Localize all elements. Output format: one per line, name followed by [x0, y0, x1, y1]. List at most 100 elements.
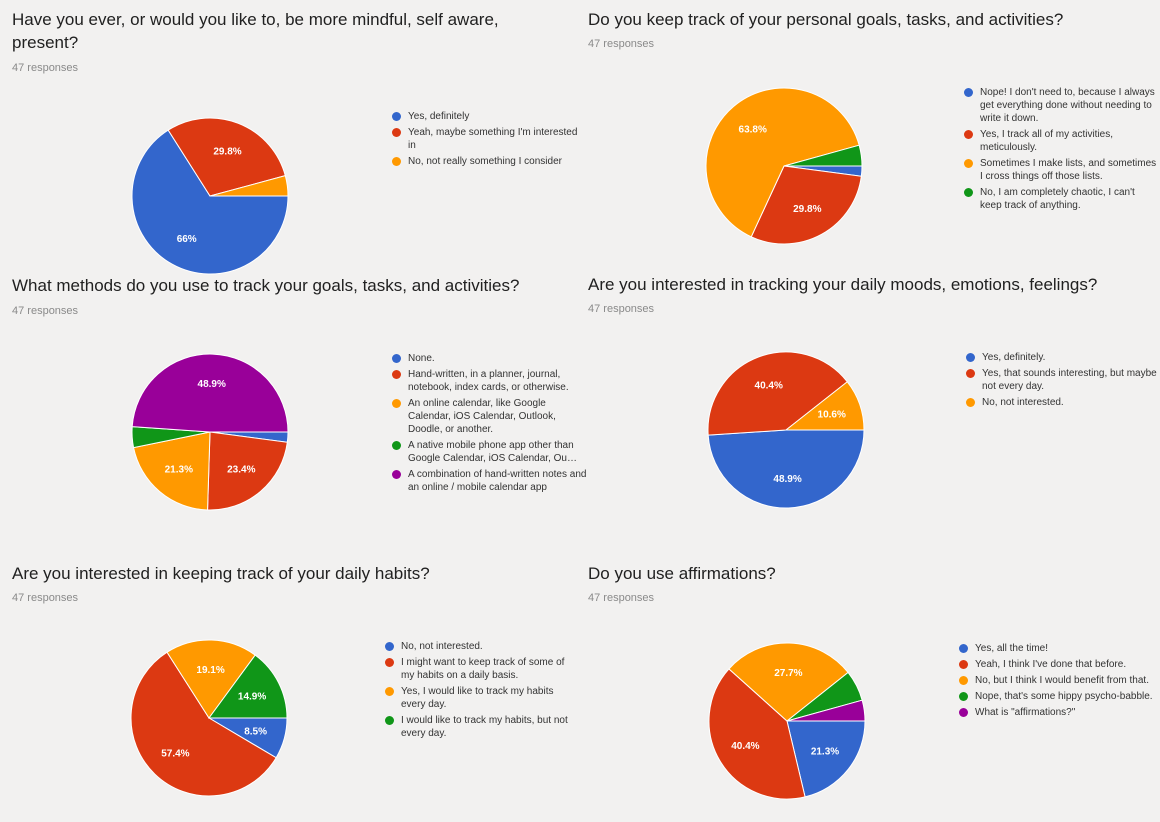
legend-color-dot [392, 399, 401, 408]
legend-label: A combination of hand-written notes and … [408, 469, 587, 493]
legend-item[interactable]: I would like to track my habits, but not… [385, 714, 580, 740]
legend-item[interactable]: No, not interested. [385, 640, 580, 653]
chart-card-habits: Are you interested in keeping track of y… [12, 562, 587, 812]
legend-color-dot [964, 130, 973, 139]
legend-item[interactable]: What is "affirmations?" [959, 706, 1154, 719]
slice-data-label: 29.8% [793, 204, 821, 215]
legend-color-dot [959, 708, 968, 717]
pie-chart-methods: 23.4% 21.3% 48.9% [131, 353, 289, 511]
pie-chart-track-goals: 29.8% 63.8% [705, 87, 863, 245]
legend-item[interactable]: Yes, that sounds interesting, but maybe … [966, 367, 1160, 393]
legend-label: Yeah, maybe something I'm interested in [408, 127, 578, 151]
legend-affirmations: Yes, all the time! Yeah, I think I've don… [959, 642, 1154, 722]
legend-color-dot [959, 692, 968, 701]
legend-item[interactable]: Hand-written, in a planner, journal, not… [392, 368, 587, 394]
legend-methods: None. Hand-written, in a planner, journal… [392, 352, 587, 497]
legend-habits: No, not interested. I might want to keep … [385, 640, 580, 743]
slice-data-label: 10.6% [818, 410, 846, 421]
legend-color-dot [964, 159, 973, 168]
slice-data-label: 23.4% [227, 464, 255, 475]
legend-item[interactable]: An online calendar, like Google Calendar… [392, 397, 587, 436]
legend-label: Yes, that sounds interesting, but maybe … [982, 368, 1157, 392]
legend-color-dot [959, 644, 968, 653]
legend-color-dot [385, 687, 394, 696]
legend-color-dot [392, 354, 401, 363]
legend-label: Yes, all the time! [975, 643, 1049, 654]
legend-item[interactable]: No, not interested. [966, 396, 1160, 409]
pie-chart-mindful: 66% 29.8% [131, 117, 289, 275]
legend-color-dot [966, 398, 975, 407]
pie-slice-no-i-am-completely-chaotic-i-c [783, 144, 863, 167]
pie-slice-no-not-really-something-i-cons [209, 175, 289, 197]
legend-track-goals: Nope! I don't need to, because I always … [964, 86, 1159, 215]
legend-item[interactable]: Sometimes I make lists, and sometimes I … [964, 157, 1159, 183]
pie-slice-yes-definitely [707, 429, 865, 509]
legend-color-dot [964, 88, 973, 97]
legend-label: None. [408, 353, 435, 364]
legend-item[interactable]: Yeah, maybe something I'm interested in [392, 126, 587, 152]
legend-color-dot [392, 128, 401, 137]
pie-slice-yes-all-the-time [786, 720, 866, 798]
slice-data-label: 48.9% [198, 379, 226, 390]
pie-slice-yes-that-sounds-interesting-bu [707, 351, 849, 436]
legend-item[interactable]: None. [392, 352, 587, 365]
legend-item[interactable]: No, I am completely chaotic, I can't kee… [964, 186, 1159, 212]
legend-item[interactable]: Yeah, I think I've done that before. [959, 658, 1154, 671]
legend-label: Yes, definitely [408, 111, 470, 122]
chart-card-moods: Are you interested in tracking your dail… [588, 273, 1160, 513]
legend-item[interactable]: A native mobile phone app other than Goo… [392, 439, 587, 465]
response-count: 47 responses [12, 62, 79, 74]
slice-data-label: 40.4% [731, 741, 759, 752]
response-count: 47 responses [588, 592, 655, 604]
legend-item[interactable]: A combination of hand-written notes and … [392, 468, 587, 494]
pie-slice-a-combination-of-hand-written- [131, 353, 289, 433]
slice-data-label: 21.3% [165, 465, 193, 476]
chart-card-affirmations: Do you use affirmations? 47 responses 21… [588, 562, 1160, 812]
legend-item[interactable]: No, not really something I consider [392, 155, 587, 168]
response-count: 47 responses [588, 38, 655, 50]
legend-label: Nope! I don't need to, because I always … [980, 87, 1155, 124]
legend-label: No, but I think I would benefit from tha… [975, 675, 1149, 686]
slice-data-label: 40.4% [755, 380, 783, 391]
legend-item[interactable]: Nope! I don't need to, because I always … [964, 86, 1159, 125]
legend-item[interactable]: No, but I think I would benefit from tha… [959, 674, 1154, 687]
legend-label: Yes, I track all of my activities, metic… [980, 129, 1114, 153]
slice-data-label: 66% [177, 234, 197, 245]
legend-label: Yeah, I think I've done that before. [975, 659, 1127, 670]
legend-label: I might want to keep track of some of my… [401, 657, 565, 681]
legend-color-dot [392, 470, 401, 479]
pie-slice-what-is-affirmations [786, 699, 866, 722]
legend-item[interactable]: I might want to keep track of some of my… [385, 656, 580, 682]
slice-data-label: 27.7% [774, 668, 802, 679]
chart-title: Do you keep track of your personal goals… [588, 10, 1064, 29]
pie-slice-sometimes-i-make-lists-and-som [705, 87, 860, 238]
slice-data-label: 19.1% [196, 665, 224, 676]
pie-slice-yeah-maybe-something-i-m-inter [167, 117, 286, 197]
pie-slice-i-would-like-to-track-my-habit [208, 654, 288, 719]
chart-card-methods: What methods do you use to track your go… [12, 274, 587, 514]
legend-label: No, not interested. [401, 641, 483, 652]
pie-chart-moods: 48.9% 40.4% 10.6% [707, 351, 865, 509]
legend-item[interactable]: Yes, I would like to track my habits eve… [385, 685, 580, 711]
chart-title: Are you interested in keeping track of y… [12, 564, 430, 583]
slice-data-label: 8.5% [244, 726, 267, 737]
pie-slice-yes-definitely [131, 129, 289, 275]
legend-color-dot [392, 441, 401, 450]
pie-chart-habits: 8.5% 57.4% 19.1% 14.9% [130, 639, 288, 797]
legend-color-dot [392, 112, 401, 121]
legend-mindful: Yes, definitely Yeah, maybe something I'm… [392, 110, 587, 171]
legend-item[interactable]: Yes, definitely [392, 110, 587, 123]
legend-item[interactable]: Nope, that's some hippy psycho-babble. [959, 690, 1154, 703]
pie-slice-hand-written-in-a-planner-jour [207, 431, 288, 511]
legend-item[interactable]: Yes, I track all of my activities, metic… [964, 128, 1159, 154]
legend-item[interactable]: Yes, all the time! [959, 642, 1154, 655]
legend-color-dot [385, 716, 394, 725]
legend-color-dot [385, 658, 394, 667]
chart-title: Have you ever, or would you like to, be … [12, 10, 499, 52]
legend-item[interactable]: Yes, definitely. [966, 351, 1160, 364]
legend-label: I would like to track my habits, but not… [401, 715, 568, 739]
legend-color-dot [966, 369, 975, 378]
slice-data-label: 29.8% [213, 146, 241, 157]
legend-color-dot [392, 370, 401, 379]
legend-color-dot [966, 353, 975, 362]
